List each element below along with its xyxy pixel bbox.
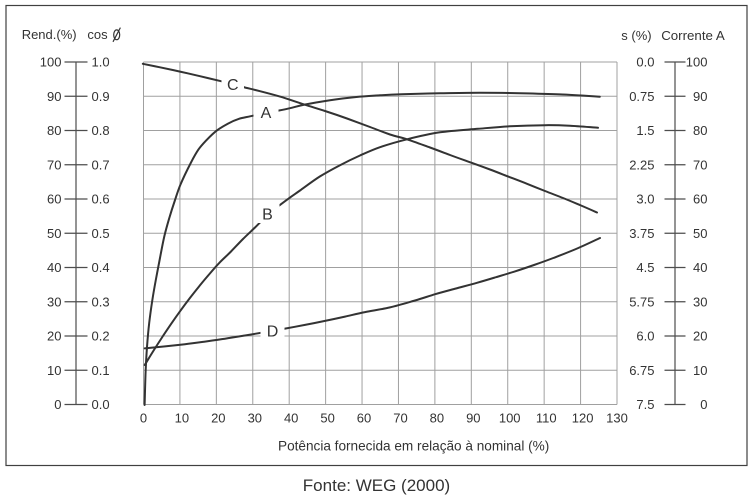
svg-text:40: 40	[693, 260, 707, 275]
svg-text:130: 130	[606, 411, 628, 426]
svg-text:110: 110	[536, 411, 557, 426]
svg-text:1.5: 1.5	[636, 123, 654, 138]
svg-text:20: 20	[693, 329, 707, 344]
svg-text:0.6: 0.6	[92, 192, 110, 207]
svg-text:5.75: 5.75	[629, 294, 654, 309]
svg-text:3.75: 3.75	[629, 226, 654, 241]
svg-text:6.0: 6.0	[636, 329, 654, 344]
svg-text:0.0: 0.0	[636, 55, 654, 70]
svg-text:90: 90	[693, 89, 707, 104]
svg-text:100: 100	[40, 55, 62, 70]
svg-text:Rend.(%): Rend.(%)	[22, 27, 77, 42]
svg-text:Potência fornecida em relação: Potência fornecida em relação à nominal …	[278, 439, 549, 454]
svg-text:2.25: 2.25	[629, 157, 654, 172]
svg-text:50: 50	[693, 226, 707, 241]
svg-text:3.0: 3.0	[636, 192, 654, 207]
svg-text:6.75: 6.75	[629, 363, 654, 378]
svg-text:0.9: 0.9	[92, 89, 110, 104]
svg-text:0: 0	[140, 411, 147, 426]
svg-text:0.2: 0.2	[92, 329, 110, 344]
svg-text:0: 0	[700, 397, 707, 412]
svg-text:4.5: 4.5	[636, 260, 654, 275]
svg-text:50: 50	[47, 226, 61, 241]
svg-text:0.0: 0.0	[92, 397, 110, 412]
svg-text:60: 60	[693, 192, 707, 207]
svg-text:60: 60	[47, 192, 61, 207]
svg-text:20: 20	[211, 411, 225, 426]
svg-text:30: 30	[248, 411, 262, 426]
svg-text:D: D	[267, 324, 279, 341]
svg-text:0.1: 0.1	[92, 363, 110, 378]
svg-text:100: 100	[499, 411, 521, 426]
svg-text:70: 70	[393, 411, 407, 426]
svg-text:40: 40	[47, 260, 61, 275]
svg-text:0.4: 0.4	[92, 260, 110, 275]
svg-text:0: 0	[54, 397, 61, 412]
svg-text:Fonte: WEG (2000): Fonte: WEG (2000)	[303, 476, 450, 495]
svg-text:0.5: 0.5	[92, 226, 110, 241]
svg-text:80: 80	[430, 411, 444, 426]
svg-text:10: 10	[693, 363, 707, 378]
svg-text:60: 60	[357, 411, 371, 426]
svg-text:120: 120	[572, 411, 594, 426]
svg-text:0.7: 0.7	[92, 157, 110, 172]
svg-text:C: C	[227, 77, 239, 94]
svg-text:100: 100	[686, 55, 708, 70]
svg-text:40: 40	[284, 411, 298, 426]
svg-text:A: A	[261, 105, 272, 122]
svg-text:1.0: 1.0	[92, 55, 110, 70]
svg-text:20: 20	[47, 329, 61, 344]
svg-text:30: 30	[47, 294, 61, 309]
svg-text:0.8: 0.8	[92, 123, 110, 138]
svg-text:80: 80	[47, 123, 61, 138]
svg-text:cos: cos	[87, 27, 108, 42]
svg-text:s (%): s (%)	[621, 28, 651, 43]
svg-text:70: 70	[693, 157, 707, 172]
svg-text:B: B	[262, 206, 273, 223]
svg-text:10: 10	[175, 411, 189, 426]
svg-text:90: 90	[47, 89, 61, 104]
svg-text:Corrente A: Corrente A	[661, 28, 725, 43]
svg-text:7.5: 7.5	[636, 397, 654, 412]
svg-text:30: 30	[693, 294, 707, 309]
svg-text:50: 50	[320, 411, 334, 426]
svg-text:0.75: 0.75	[629, 89, 654, 104]
svg-text:10: 10	[47, 363, 61, 378]
svg-text:70: 70	[47, 157, 61, 172]
svg-text:0.3: 0.3	[92, 294, 110, 309]
svg-text:80: 80	[693, 123, 707, 138]
svg-text:90: 90	[466, 411, 480, 426]
